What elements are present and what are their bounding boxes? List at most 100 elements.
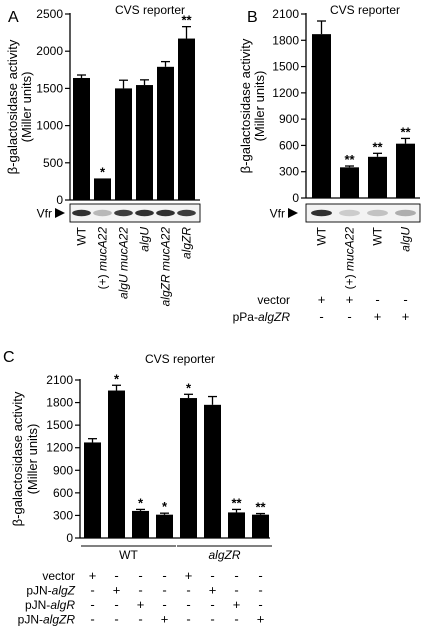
condition-mark: - — [186, 583, 190, 598]
bar — [396, 143, 415, 198]
condition-mark: + — [209, 583, 217, 598]
condition-mark: + — [346, 292, 354, 307]
y-tick-label: 300 — [53, 508, 73, 522]
bar — [132, 510, 149, 538]
y-tick-label: 1500 — [46, 418, 73, 432]
y-axis-label-units: (Miller units) — [252, 71, 267, 142]
blot-label: Vfr — [37, 207, 52, 221]
condition-mark: + — [89, 568, 97, 583]
y-tick-label: 500 — [43, 156, 63, 170]
condition-mark: - — [114, 597, 118, 612]
panel-letter: C — [3, 349, 15, 366]
y-tick-label: 0 — [56, 193, 63, 207]
panel-a-chart: CVS reporter β-galactosidase activity (Mil… — [5, 3, 201, 307]
bar — [180, 398, 197, 538]
y-axis-label: β-galactosidase activity — [5, 39, 20, 174]
bar — [157, 66, 174, 200]
bar — [312, 34, 331, 199]
condition-mark: - — [403, 292, 407, 307]
blot-band — [339, 209, 360, 217]
category-label: (+) mucA22 — [343, 227, 357, 290]
y-tick-label: 900 — [279, 112, 299, 126]
condition-mark: - — [90, 597, 94, 612]
condition-label: pJN-algZR — [18, 613, 76, 627]
y-tick-label: 2000 — [36, 44, 63, 58]
bar — [228, 512, 245, 538]
y-axis-label: β-galactosidase activity — [10, 391, 25, 526]
category-label: (+) mucA22 — [96, 227, 110, 290]
y-tick-label: 1500 — [272, 60, 299, 74]
y-tick-label: 1000 — [36, 119, 63, 133]
condition-mark: - — [162, 583, 166, 598]
bar — [252, 514, 269, 538]
category-label: algU — [399, 227, 413, 252]
significance-marker: ** — [344, 152, 355, 167]
bar — [136, 85, 153, 200]
condition-mark: + — [161, 612, 169, 627]
condition-mark: - — [186, 597, 190, 612]
blot-band — [114, 209, 133, 217]
y-tick-label: 0 — [292, 191, 299, 205]
bar — [178, 38, 195, 200]
condition-mark: - — [258, 597, 262, 612]
condition-mark: - — [138, 583, 142, 598]
category-label: WT — [371, 226, 385, 245]
y-tick-label: 2100 — [272, 7, 299, 21]
condition-mark: - — [114, 568, 118, 583]
y-tick-label: 2500 — [36, 7, 63, 21]
category-label: algZR mucA22 — [159, 227, 173, 307]
bar — [94, 178, 111, 200]
condition-mark: - — [258, 568, 262, 583]
condition-label: pJN-algR — [25, 598, 75, 612]
y-tick-label: 1800 — [272, 33, 299, 47]
blot-band — [177, 209, 196, 217]
y-tick-label: 1500 — [36, 81, 63, 95]
condition-mark: - — [210, 612, 214, 627]
condition-mark: + — [233, 597, 241, 612]
condition-mark: - — [258, 583, 262, 598]
y-tick-label: 1200 — [46, 441, 73, 455]
bar — [340, 167, 359, 198]
chart-title: CVS reporter — [115, 3, 185, 17]
panel-letter: A — [8, 9, 19, 26]
category-label: WT — [315, 226, 329, 245]
y-tick-label: 0 — [66, 531, 73, 545]
significance-marker: * — [114, 371, 120, 386]
blot-arrow-icon — [288, 208, 298, 218]
condition-mark: - — [319, 309, 323, 324]
condition-mark: - — [375, 292, 379, 307]
condition-label: pJN-algZ — [26, 584, 75, 598]
condition-mark: - — [234, 583, 238, 598]
panel-b-chart: CVS reporter β-galactosidase activity (Mil… — [233, 3, 421, 324]
y-tick-label: 300 — [279, 165, 299, 179]
significance-marker: ** — [400, 124, 411, 139]
significance-marker: ** — [255, 500, 266, 515]
category-label: algU — [138, 227, 152, 252]
group-label: WT — [119, 548, 138, 562]
y-axis-label-units: (Miller units) — [25, 424, 40, 495]
significance-marker: ** — [181, 13, 192, 28]
blot-arrow-icon — [55, 208, 65, 218]
condition-mark: - — [234, 568, 238, 583]
chart-title: CVS reporter — [330, 3, 400, 17]
blot-band — [395, 209, 416, 217]
y-tick-label: 600 — [53, 486, 73, 500]
bar — [368, 156, 387, 198]
significance-marker: * — [100, 164, 106, 179]
condition-mark: + — [113, 583, 121, 598]
condition-label: vector — [42, 569, 75, 583]
condition-mark: - — [234, 612, 238, 627]
bar — [115, 88, 132, 200]
y-tick-label: 2100 — [46, 373, 73, 387]
blot-label: Vfr — [270, 207, 285, 221]
condition-mark: - — [186, 612, 190, 627]
blot-band — [72, 209, 91, 217]
panel-c-chart: CVS reporter β-galactosidase activity (Mil… — [10, 352, 272, 627]
category-label: WT — [75, 226, 89, 245]
y-tick-label: 900 — [53, 463, 73, 477]
blot-band — [311, 209, 332, 217]
condition-mark: + — [137, 597, 145, 612]
condition-mark: - — [347, 309, 351, 324]
bar — [204, 404, 221, 538]
